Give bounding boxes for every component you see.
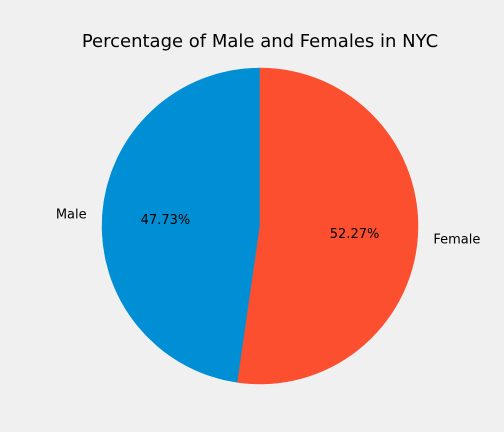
slice-percent-female: 52.27% (330, 227, 380, 242)
pie-slices (101, 67, 419, 385)
chart-title: Percentage of Male and Females in NYC (82, 31, 438, 52)
slice-percent-male: 47.73% (141, 213, 191, 228)
pie-slice-male (101, 67, 261, 383)
pie-slice-female (237, 67, 419, 385)
slice-label-male: Male (56, 208, 87, 223)
slice-label-female: Female (433, 232, 480, 247)
pie-labels: Male 47.73% Female 52.27% (56, 208, 481, 248)
